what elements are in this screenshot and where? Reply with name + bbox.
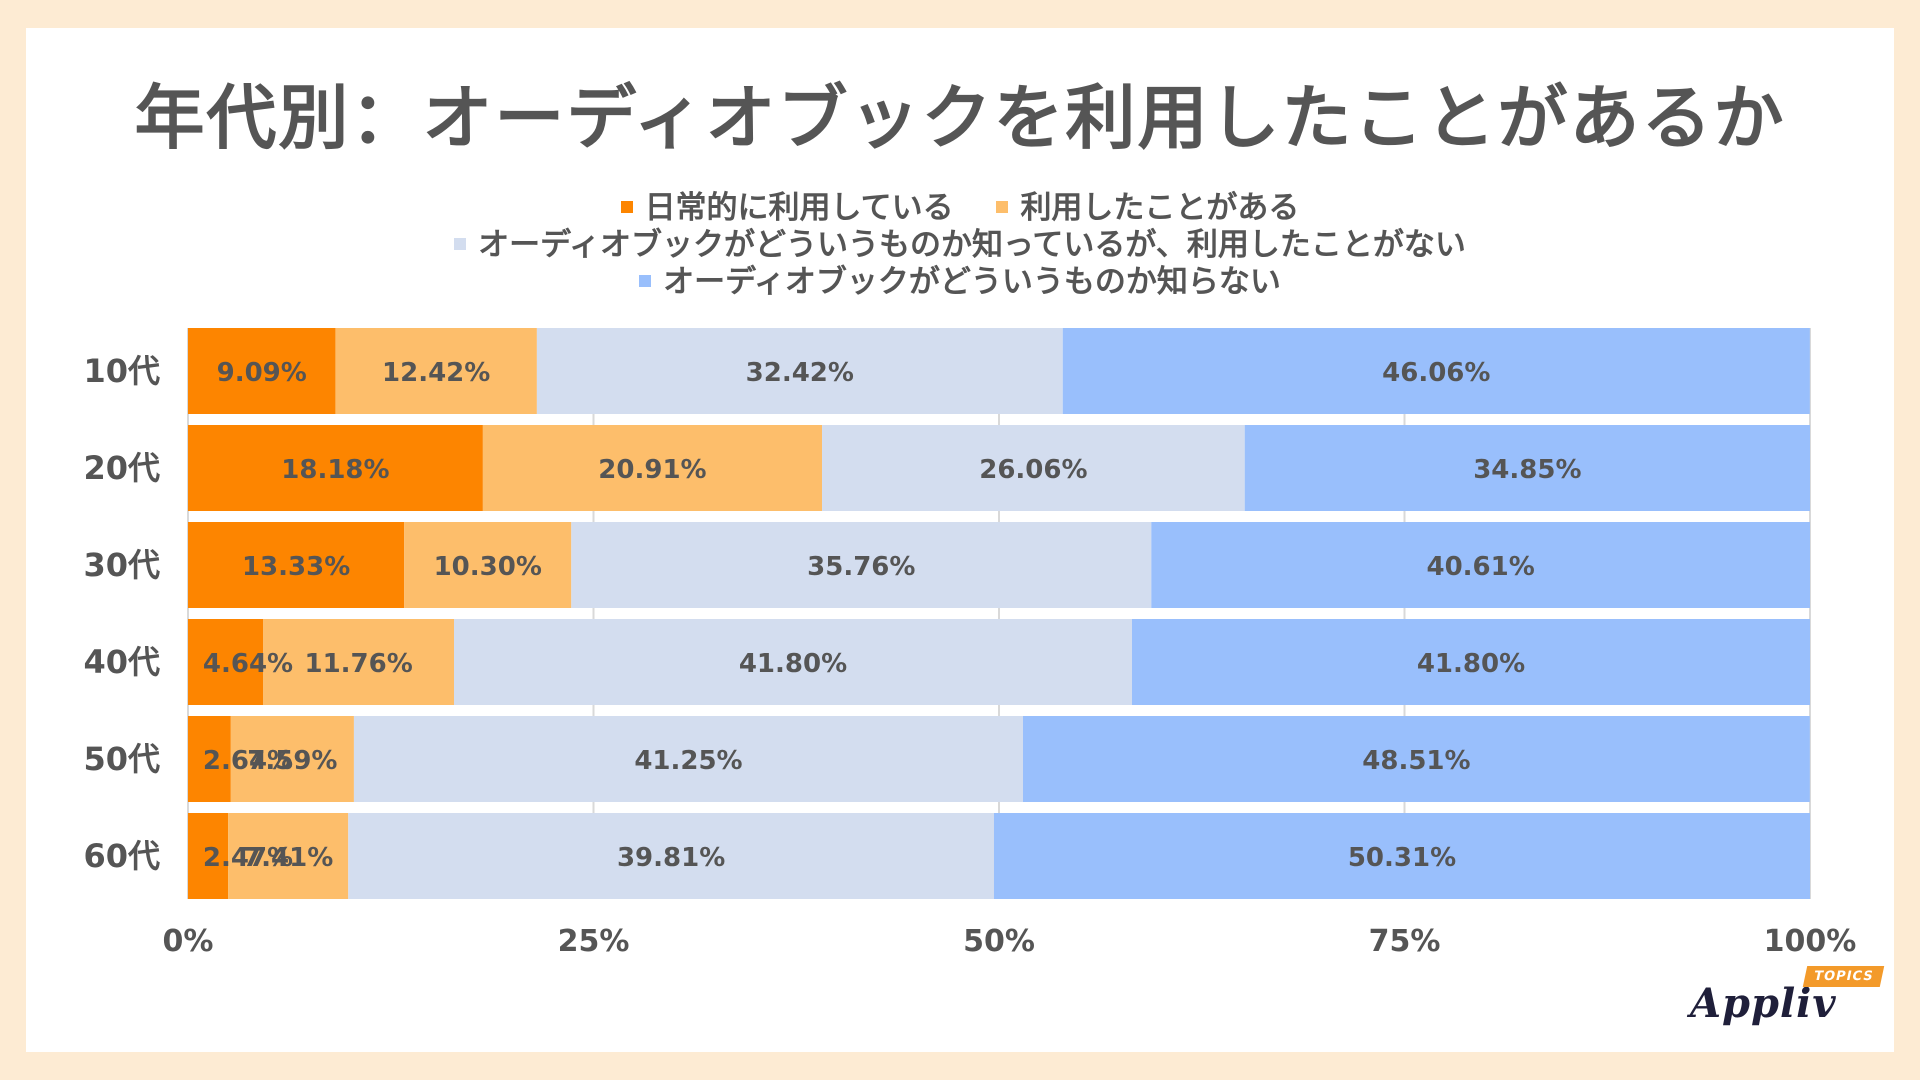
bar-segment-unknown	[1132, 619, 1810, 705]
bar-segment-daily	[188, 522, 405, 608]
data-label-daily: 18.18%	[281, 455, 389, 485]
chart-title: 年代別：オーディオブックを利用したことがあるか	[134, 77, 1786, 159]
bar-segment-used	[482, 425, 823, 511]
bar-segment-known	[348, 813, 994, 899]
appliv-topics-logo: Appliv TOPICS	[1690, 966, 1890, 1032]
legend-swatch-known	[454, 237, 467, 250]
data-label-known: 26.06%	[979, 455, 1087, 485]
legend-swatch-daily	[620, 200, 633, 213]
bar-segment-used	[335, 328, 537, 414]
bar-segment-known	[536, 328, 1063, 414]
data-label-known: 32.42%	[746, 358, 854, 388]
legend-item-used: 利用したことがある	[996, 190, 1299, 227]
legend-item-known: オーディオブックがどういうものか知っているが、利用したことがない	[454, 227, 1466, 264]
bar-segment-daily	[188, 328, 336, 414]
bar-segment-used	[228, 813, 349, 899]
bar-segment-known	[353, 716, 1024, 802]
data-label-daily: 4.64%	[203, 649, 293, 679]
bar-segment-daily	[188, 716, 231, 802]
legend-label-daily: 日常的に利用している	[644, 190, 954, 226]
legend-row-3: オーディオブックがどういうものか知らない	[0, 264, 1920, 301]
chart-legend: 日常的に利用している 利用したことがある オーディオブックがどういうものか知って…	[0, 190, 1920, 301]
legend-label-used: 利用したことがある	[1020, 190, 1300, 226]
y-category-label: 40代	[83, 643, 160, 681]
legend-item-unknown: オーディオブックがどういうものか知らない	[639, 264, 1281, 301]
data-label-daily: 2.64%	[203, 746, 293, 776]
data-label-used: 7.41%	[243, 843, 333, 873]
bar-segment-used	[404, 522, 572, 608]
y-category-label: 60代	[83, 837, 160, 875]
x-tick-label-0: 0%	[163, 924, 214, 959]
data-label-used: 10.30%	[434, 552, 542, 582]
y-category-label: 20代	[83, 449, 160, 487]
bar-segment-known	[571, 522, 1152, 608]
legend-row-1: 日常的に利用している 利用したことがある	[0, 190, 1920, 227]
data-label-unknown: 41.80%	[1417, 649, 1525, 679]
bar-segment-known	[822, 425, 1245, 511]
bar-segment-known	[454, 619, 1133, 705]
data-label-used: 11.76%	[304, 649, 412, 679]
legend-label-known: オーディオブックがどういうものか知っているが、利用したことがない	[478, 227, 1466, 263]
y-category-label: 30代	[83, 546, 160, 584]
bar-segment-used	[263, 619, 455, 705]
bar-segment-daily	[188, 425, 483, 511]
bar-segment-unknown	[993, 813, 1810, 899]
bar-segment-daily	[188, 813, 229, 899]
data-label-daily: 9.09%	[217, 358, 307, 388]
legend-item-daily: 日常的に利用している	[620, 190, 954, 227]
y-category-label: 10代	[83, 352, 160, 390]
data-label-known: 41.25%	[634, 746, 742, 776]
legend-swatch-unknown	[639, 274, 652, 287]
x-tick-label-100: 100%	[1764, 924, 1857, 959]
data-label-daily: 2.47%	[203, 843, 293, 873]
data-label-unknown: 46.06%	[1382, 358, 1490, 388]
bar-segment-unknown	[1062, 328, 1810, 414]
data-label-used: 20.91%	[598, 455, 706, 485]
legend-label-unknown: オーディオブックがどういうものか知らない	[663, 264, 1281, 300]
data-label-unknown: 48.51%	[1362, 746, 1470, 776]
bar-segment-unknown	[1023, 716, 1810, 802]
data-label-used: 12.42%	[382, 358, 490, 388]
x-tick-label-75: 75%	[1369, 924, 1441, 959]
bar-segment-unknown	[1244, 425, 1810, 511]
bar-segment-unknown	[1151, 522, 1810, 608]
data-label-daily: 13.33%	[242, 552, 350, 582]
data-label-known: 39.81%	[617, 843, 725, 873]
bar-segment-used	[230, 716, 354, 802]
legend-swatch-used	[996, 200, 1009, 213]
logo-badge: TOPICS	[1802, 966, 1885, 987]
x-tick-label-50: 50%	[963, 924, 1035, 959]
legend-row-2: オーディオブックがどういうものか知っているが、利用したことがない	[0, 227, 1920, 264]
logo-text: Appliv	[1690, 980, 1837, 1027]
data-label-known: 35.76%	[807, 552, 915, 582]
data-label-known: 41.80%	[739, 649, 847, 679]
data-label-unknown: 50.31%	[1348, 843, 1456, 873]
bar-segment-daily	[188, 619, 264, 705]
y-category-label: 50代	[83, 740, 160, 778]
data-label-unknown: 40.61%	[1427, 552, 1535, 582]
data-label-unknown: 34.85%	[1473, 455, 1581, 485]
data-label-used: 7.59%	[247, 746, 337, 776]
x-tick-label-25: 25%	[558, 924, 630, 959]
